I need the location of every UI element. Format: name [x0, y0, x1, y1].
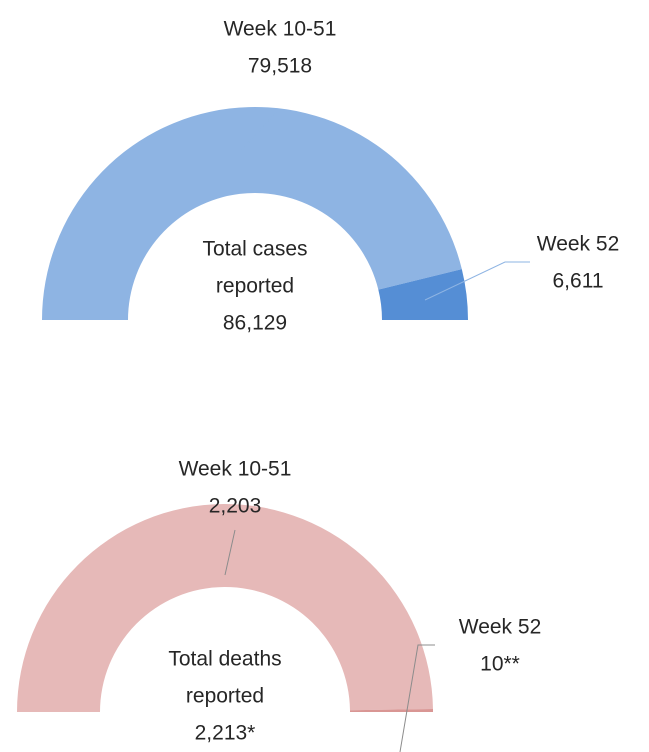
segment-value: 10** — [480, 653, 520, 676]
segment-value: 2,203 — [209, 495, 262, 518]
leader-line — [224, 529, 236, 576]
center-label: Total deaths — [168, 648, 281, 671]
segment-label: Week 52 — [459, 616, 542, 639]
donut-segment — [42, 106, 462, 320]
center-total: 86,129 — [223, 312, 287, 335]
center-total: 2,213* — [195, 722, 256, 745]
segment-label: Week 10-51 — [179, 458, 292, 481]
center-label: reported — [216, 275, 294, 298]
leader-line — [399, 644, 435, 752]
center-label: reported — [186, 685, 264, 708]
leader-line — [424, 261, 530, 301]
leader-line — [239, 109, 279, 153]
segment-value: 6,611 — [553, 270, 604, 293]
donut-segment — [349, 709, 433, 712]
segment-label: Week 10-51 — [224, 18, 337, 41]
center-label: Total cases — [202, 238, 307, 261]
segment-value: 79,518 — [248, 55, 312, 78]
segment-label: Week 52 — [537, 233, 620, 256]
donut-segment — [17, 504, 433, 712]
donut-segment — [378, 269, 468, 320]
